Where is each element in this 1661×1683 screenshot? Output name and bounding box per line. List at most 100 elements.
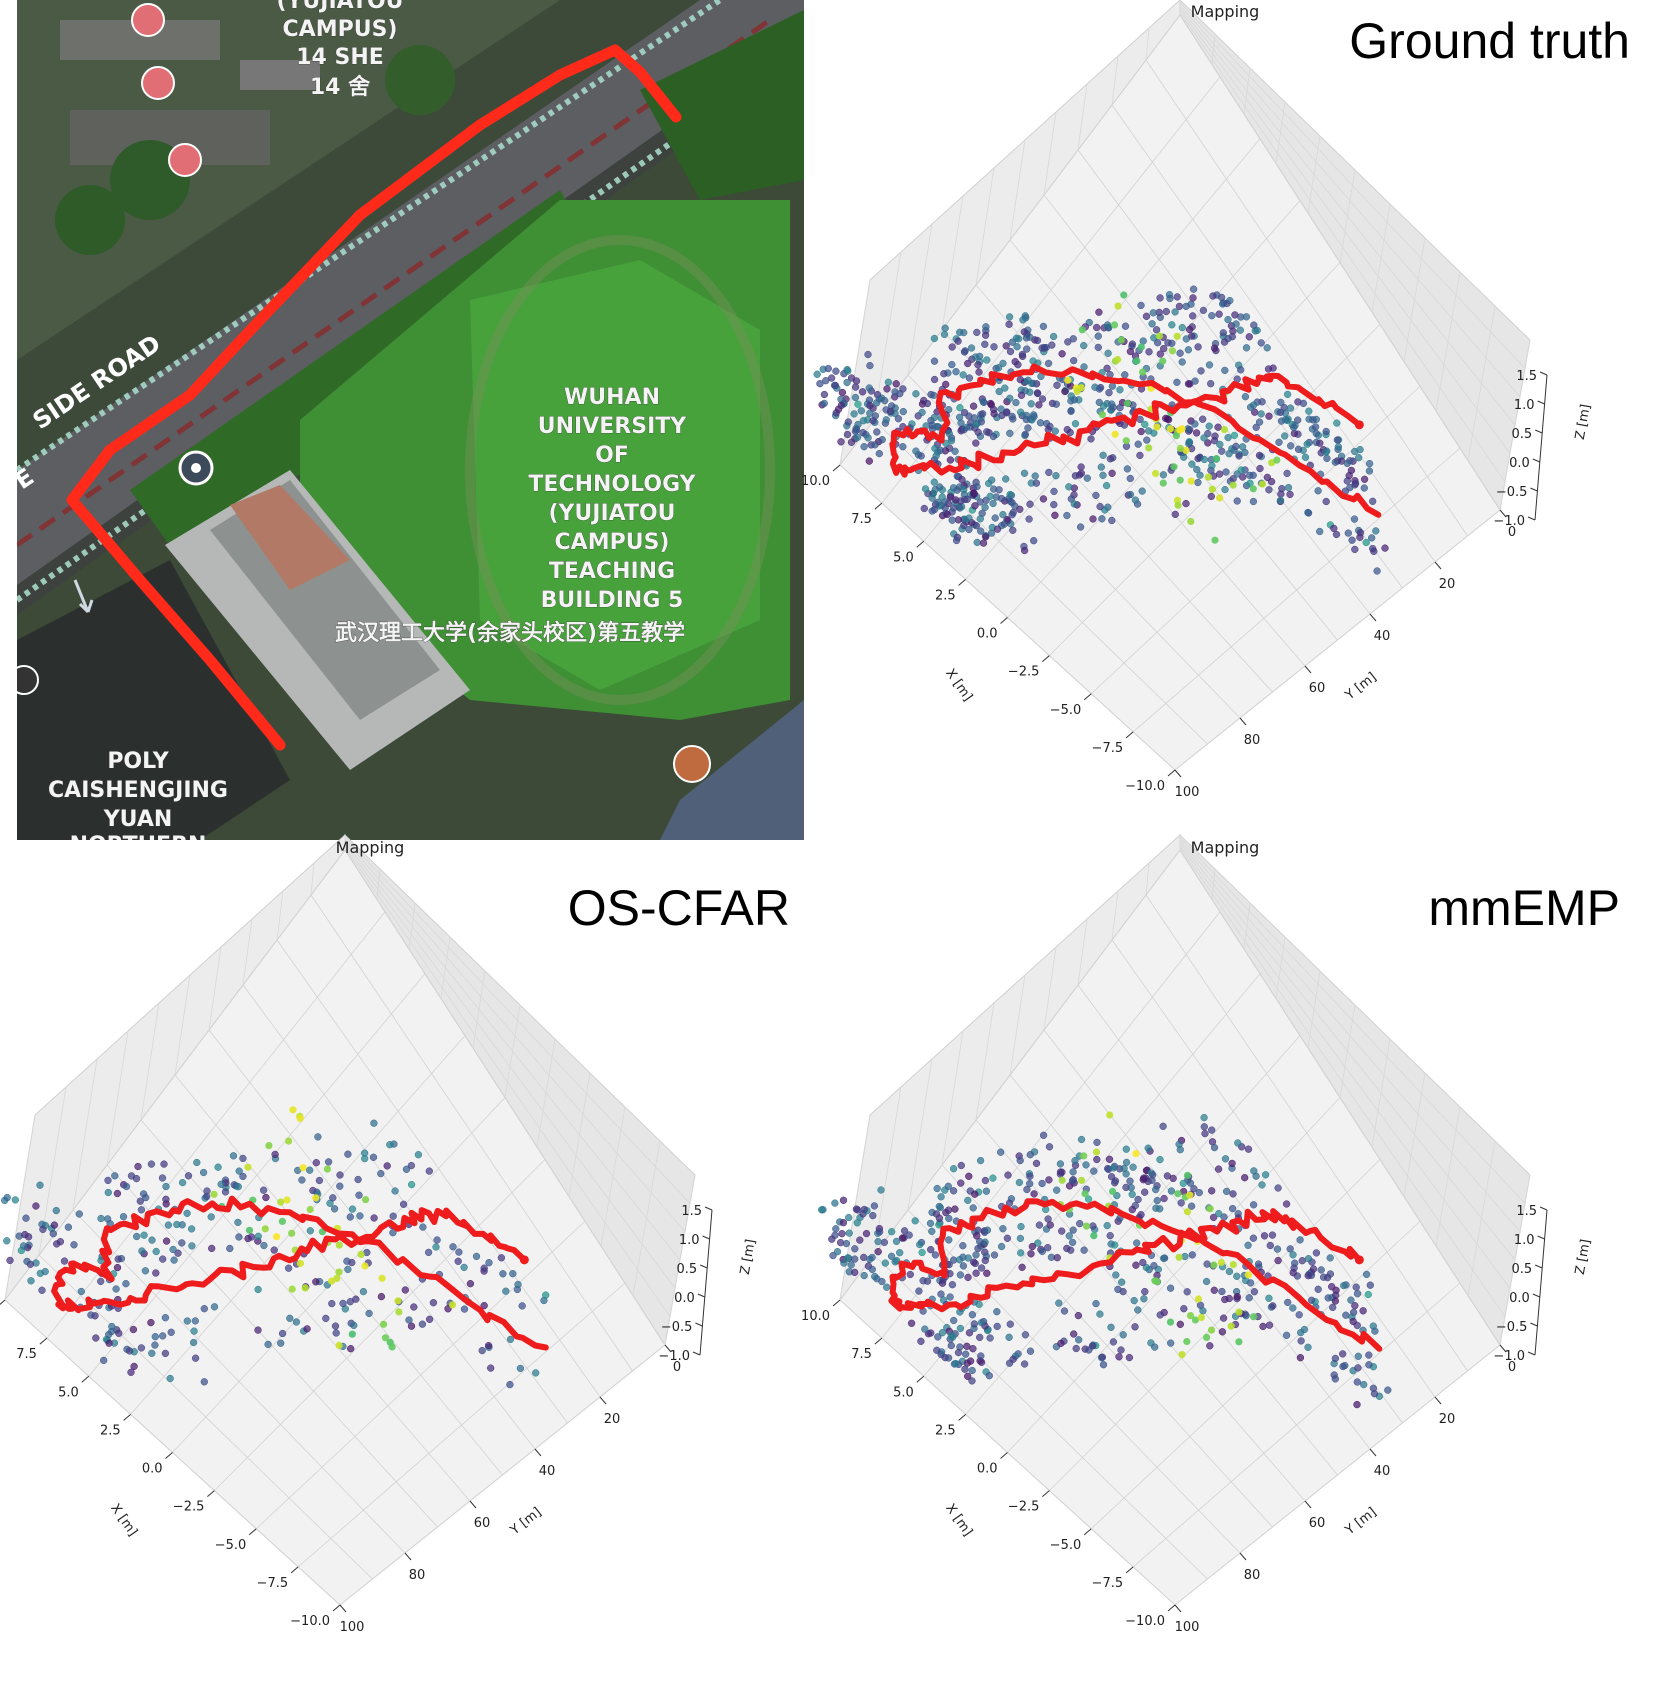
scatter-point [1044,1244,1052,1252]
scatter-point [1183,1337,1191,1346]
scatter-point [1189,294,1197,302]
scatter-point [1070,500,1078,508]
scatter-point [1122,1170,1130,1178]
scatter-point [1174,1190,1182,1198]
wall-grid-line [344,839,686,1232]
scatter-point [993,1322,1001,1331]
scatter-point [1260,1232,1269,1240]
scatter-point [999,359,1007,368]
scatter-point [881,1259,889,1267]
scatter-point [993,1308,1001,1316]
wall-grid-line [1179,839,1521,1232]
scatter-point [956,1271,965,1279]
scatter-point [1103,1221,1111,1230]
scatter-point [931,1251,940,1259]
scatter-point [1334,443,1343,451]
scatter-point [944,1206,953,1214]
scatter-point [1094,332,1102,340]
scatter-point [1026,500,1034,508]
scatter-point [1289,1251,1297,1259]
scatter-point [1132,1261,1140,1269]
x-tick-mark [916,540,925,548]
scatter-point [336,1171,344,1179]
scatter-point [1235,1308,1243,1316]
scatter-point [207,1213,215,1221]
scatter-point [190,1327,198,1335]
scatter-point [499,1270,507,1278]
scatter-point [162,1182,170,1191]
scatter-point [1071,1157,1079,1165]
scatter-point [151,1333,159,1341]
scatter-point [1176,1320,1184,1328]
scatter-point [1067,407,1075,415]
scatter-point [210,1303,219,1311]
scatter-point [850,410,858,418]
scatter-point [478,1346,486,1355]
scatter-point [973,1232,981,1240]
scatter-point [921,485,930,493]
scatter-point [1074,1311,1083,1320]
scatter-point [1119,1331,1127,1339]
scatter-point [956,328,964,336]
scatter-point [3,1193,11,1202]
scatter-point [1351,545,1359,554]
scatter-point [983,1269,991,1277]
scatter-point [813,370,821,378]
scatter-point [1345,471,1353,480]
scatter-point [1233,497,1241,505]
scatter-point [1160,1254,1168,1262]
x-tick-label: −5.0 [1050,703,1082,718]
scatter-point [162,1237,171,1245]
scatter-point [1297,1328,1305,1337]
scatter-point [963,1359,972,1367]
scatter-point [1208,485,1216,493]
scatter-point [974,361,982,369]
z-tick-mark [1527,1351,1536,1356]
scatter-point [1093,1155,1101,1164]
scatter-point [1114,1285,1122,1294]
scatter-point [1021,1331,1030,1339]
scatter-point [1121,371,1129,379]
z-tick-label: −1.0 [1493,1349,1525,1364]
scatter-point [1139,1258,1147,1267]
scatter-point [1207,492,1215,501]
scatter-point [1203,1333,1211,1341]
scatter-point [981,1256,989,1265]
scatter-point [1269,1302,1277,1310]
scatter-point [299,1164,307,1172]
scatter-point [335,1241,343,1249]
scatter-point [1092,491,1100,500]
scatter-point [997,1148,1005,1156]
scatter-point [990,1251,999,1259]
scatter-point [1204,439,1212,447]
wall-grid-line [975,1002,995,1121]
scatter-point [64,1223,73,1231]
scatter-point [1108,382,1117,390]
scatter-point [930,334,939,343]
z-tick-mark [1537,400,1545,405]
scatter-point [1023,1185,1031,1194]
scatter-point [1044,359,1053,368]
scatter-point [928,494,936,502]
scatter-point [947,1331,956,1340]
scatter-point [425,1315,434,1323]
y-tick-label: 0 [1508,1360,1516,1375]
map-trajectory [66,44,682,751]
scatter-point [369,1153,378,1161]
scatter-point [312,1278,320,1286]
scatter-point [1026,1180,1034,1188]
scatter-point [1186,1312,1195,1320]
scatter-point [828,1235,836,1243]
scatter-point [284,1264,293,1272]
scatter-point [981,331,990,339]
z-tick-label: 0.0 [674,1291,695,1306]
scatter-point [1045,1143,1054,1151]
scatter-point [1289,1304,1297,1312]
scatter-point [957,1179,965,1187]
scatter-point [982,533,990,541]
scatter-point [1159,357,1167,365]
z-tick-label: −1.0 [658,1349,690,1364]
scatter-point [136,1197,144,1205]
scatter-point [514,1280,522,1289]
scatter-point [1022,334,1031,342]
